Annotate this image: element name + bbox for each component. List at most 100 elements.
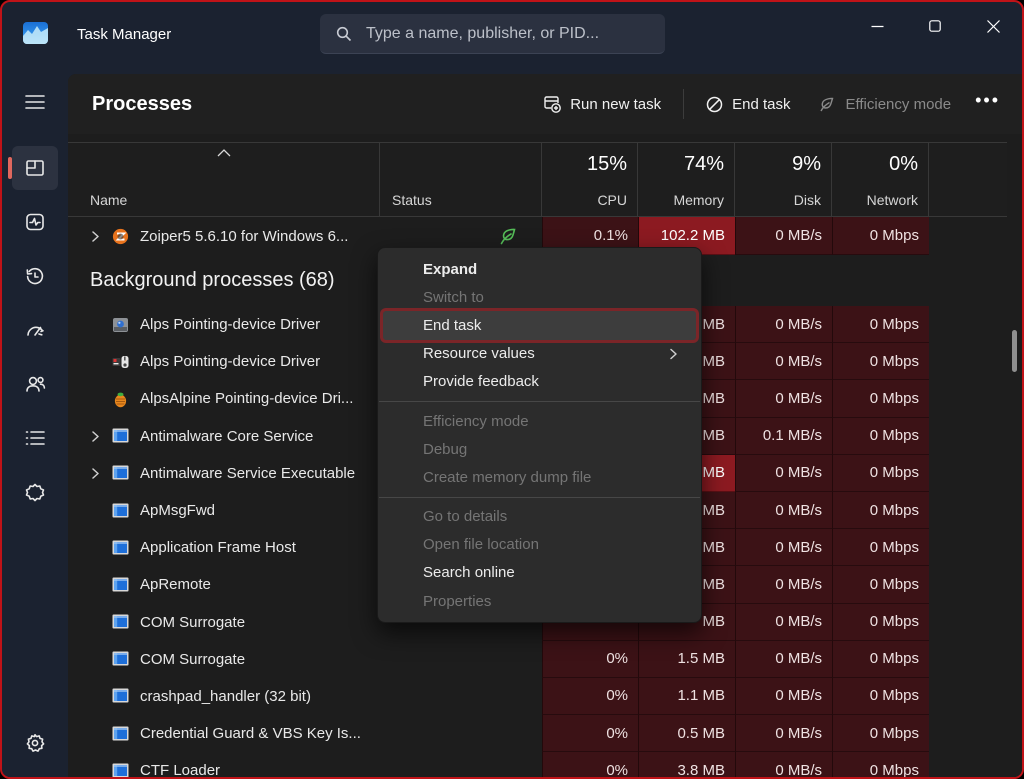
run-new-task-button[interactable]: Run new task [529, 86, 675, 122]
row-spacer [929, 529, 1007, 566]
menu-item-efficiency-mode: Efficiency mode [383, 407, 696, 435]
disk-value: 0 MB/s [735, 529, 832, 567]
table-row[interactable]: Zoiper5 5.6.10 for Windows 6... 0.1% 102.2… [68, 217, 1007, 255]
process-name-cell[interactable]: COM Surrogate [68, 604, 380, 641]
disk-value: 0 MB/s [735, 752, 832, 777]
menu-item-open-file-location: Open file location [383, 531, 696, 559]
sidebar-item-users[interactable] [12, 362, 58, 406]
menu-item-expand[interactable]: Expand [383, 255, 696, 283]
menu-item-end-task[interactable]: End task [383, 311, 696, 340]
process-name-cell[interactable]: Credential Guard & VBS Key Is... [68, 715, 380, 752]
window-title: Task Manager [77, 25, 172, 43]
app-window-icon [112, 651, 129, 667]
sidebar-item-performance[interactable] [12, 200, 58, 244]
row-spacer [929, 715, 1007, 752]
row-spacer [929, 343, 1007, 380]
expand-chevron-icon[interactable] [90, 430, 112, 442]
sidebar-item-settings[interactable] [12, 721, 58, 765]
processes-icon [25, 159, 45, 177]
menu-item-create-memory-dump-file: Create memory dump file [383, 463, 696, 491]
end-task-button[interactable]: End task [692, 87, 804, 122]
process-name-cell[interactable]: ApRemote [68, 566, 380, 603]
sidebar-item-services[interactable] [12, 470, 58, 514]
process-name-cell[interactable]: Alps Pointing-device Driver [68, 306, 380, 343]
network-value: 0 Mbps [832, 640, 929, 678]
titlebar: Task Manager Type a name, publisher, or … [2, 2, 1022, 66]
table-row[interactable]: Credential Guard & VBS Key Is... 0% 0.5 MB… [68, 715, 1007, 753]
process-name-cell[interactable]: Alps Pointing-device Driver [68, 343, 380, 380]
column-header-status[interactable]: Status [380, 143, 542, 216]
network-value: 0 Mbps [832, 715, 929, 753]
run-new-task-icon [543, 95, 562, 113]
row-spacer [929, 566, 1007, 603]
table-header: Name Status 15% CPU 74% Memory 9% Disk [68, 142, 1007, 217]
efficiency-mode-button[interactable]: Efficiency mode [804, 87, 965, 122]
menu-item-label: Properties [423, 592, 492, 610]
sidebar-item-startup-apps[interactable] [12, 308, 58, 352]
process-name-cell[interactable]: crashpad_handler (32 bit) [68, 678, 380, 715]
app-window-icon [112, 726, 129, 742]
column-header-memory[interactable]: 74% Memory [638, 143, 735, 216]
more-options-button[interactable]: ••• [975, 89, 1000, 110]
scrollbar-thumb[interactable] [1012, 330, 1017, 372]
process-name-cell[interactable]: CTF Loader [68, 752, 380, 777]
sidebar-item-menu[interactable] [12, 80, 58, 124]
column-header-name[interactable]: Name [68, 143, 380, 216]
disk-value: 0 MB/s [735, 454, 832, 492]
process-name-cell[interactable]: Antimalware Service Executable [68, 455, 380, 492]
disk-value: 0.1 MB/s [735, 417, 832, 455]
startup-apps-icon [25, 322, 45, 339]
process-name: Antimalware Core Service [140, 427, 314, 445]
table-row[interactable]: COM Surrogate 0% 1.5 MB 0 MB/s 0 Mbps [68, 640, 1007, 678]
sidebar-item-details[interactable] [12, 416, 58, 460]
close-button[interactable] [964, 2, 1022, 50]
minimize-button[interactable] [848, 2, 906, 50]
sidebar-item-app-history[interactable] [12, 254, 58, 298]
network-value: 0 Mbps [832, 417, 929, 455]
vertical-scrollbar[interactable] [1007, 217, 1022, 777]
main-area: Processes Run new task [68, 66, 1022, 777]
row-spacer [929, 752, 1007, 777]
row-spacer [929, 455, 1007, 492]
maximize-button[interactable] [906, 2, 964, 50]
column-header-cpu[interactable]: 15% CPU [542, 143, 638, 216]
menu-item-resource-values[interactable]: Resource values [383, 340, 696, 368]
disk-value: 0 MB/s [735, 715, 832, 753]
search-icon [336, 26, 352, 42]
toolbar: Processes Run new task [68, 74, 1022, 134]
column-header-network[interactable]: 0% Network [832, 143, 929, 216]
process-name-cell[interactable]: Zoiper5 5.6.10 for Windows 6... [68, 217, 380, 255]
network-value: 0 Mbps [832, 343, 929, 381]
menu-item-provide-feedback[interactable]: Provide feedback [383, 368, 696, 396]
process-name-cell[interactable]: Antimalware Core Service [68, 418, 380, 455]
column-header-disk[interactable]: 9% Disk [735, 143, 832, 216]
efficiency-mode-label: Efficiency mode [845, 95, 952, 113]
expand-chevron-icon[interactable] [90, 468, 112, 479]
app-window-icon [112, 688, 129, 704]
memory-value: 102.2 MB [638, 217, 735, 255]
table-row[interactable]: CTF Loader 0% 3.8 MB 0 MB/s 0 Mbps [68, 752, 1007, 777]
menu-item-search-online[interactable]: Search online [383, 559, 696, 587]
sidebar-item-processes[interactable] [8, 146, 58, 190]
expand-chevron-icon[interactable] [90, 230, 112, 242]
menu-item-properties: Properties [383, 587, 696, 615]
end-task-label: End task [732, 95, 791, 113]
process-name: AlpsAlpine Pointing-device Dri... [140, 390, 354, 408]
table-row[interactable]: crashpad_handler (32 bit) 0% 1.1 MB 0 MB/s 0… [68, 677, 1007, 716]
table-row[interactable]: ApRemote MB 0 MB/s 0 Mbps [68, 566, 1007, 604]
sidebar [2, 66, 68, 777]
process-name: ApRemote [140, 576, 211, 594]
process-name: Antimalware Service Executable [140, 464, 356, 482]
row-spacer [929, 306, 1007, 343]
alps-mouse-icon [112, 354, 129, 370]
menu-divider [379, 400, 700, 402]
process-name-cell[interactable]: Application Frame Host [68, 529, 380, 566]
search-input[interactable]: Type a name, publisher, or PID... [320, 14, 665, 54]
efficiency-leaf-icon [498, 227, 518, 246]
cpu-value: 0% [542, 640, 638, 678]
app-window-icon [112, 540, 129, 556]
process-name: ApMsgFwd [140, 502, 216, 520]
process-name-cell[interactable]: COM Surrogate [68, 641, 380, 678]
process-name-cell[interactable]: ApMsgFwd [68, 492, 380, 529]
process-name-cell[interactable]: AlpsAlpine Pointing-device Dri... [68, 380, 380, 417]
